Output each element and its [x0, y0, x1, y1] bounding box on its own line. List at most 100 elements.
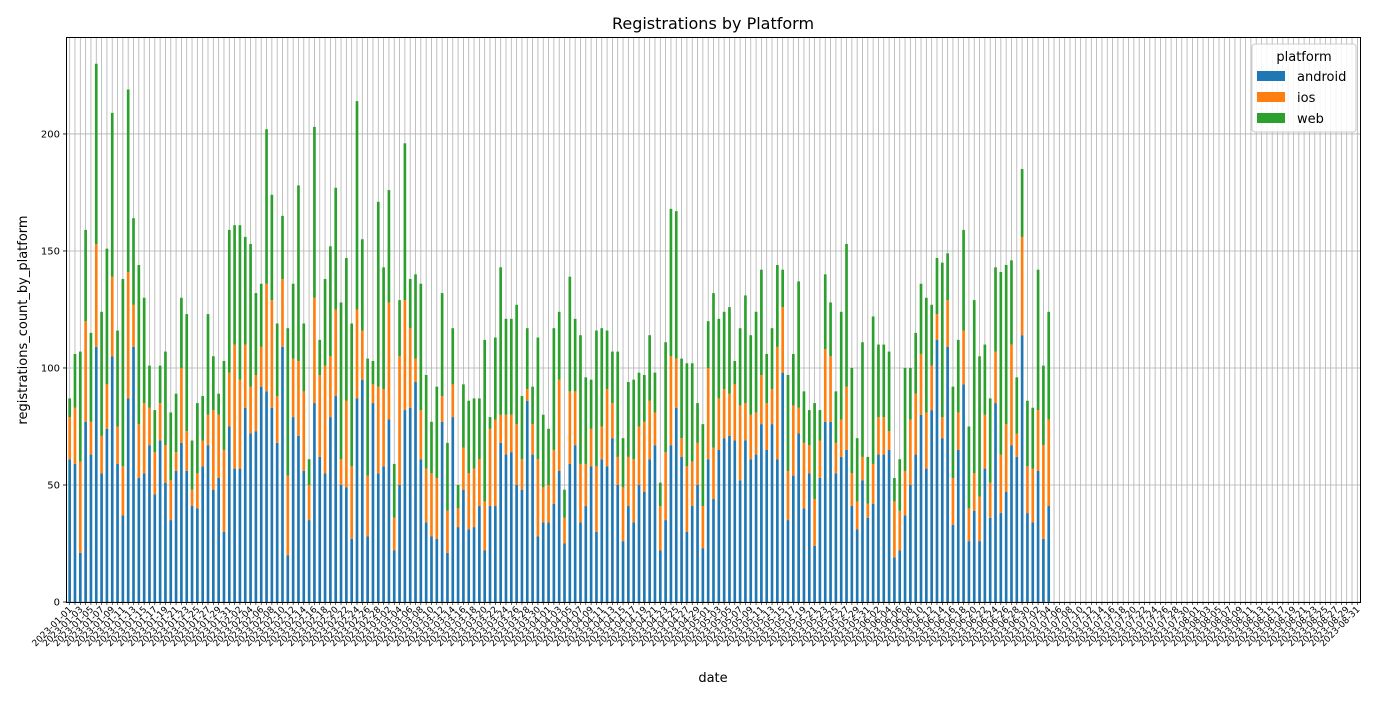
bar-ios: [744, 403, 747, 441]
bar-web: [89, 332, 93, 422]
bar-web: [291, 283, 295, 359]
bar-ios: [206, 414, 210, 446]
bar-web: [451, 328, 455, 385]
bar-ios: [446, 510, 449, 553]
bar-web: [387, 190, 391, 303]
bar-android: [408, 407, 412, 602]
bar-ios: [600, 426, 604, 460]
bar-android: [531, 454, 534, 602]
bar-android: [914, 454, 918, 602]
bar-ios: [307, 484, 311, 521]
bar-android: [935, 339, 939, 602]
bar-ios: [669, 356, 673, 446]
bar-web: [472, 398, 476, 469]
bar-android: [254, 431, 258, 602]
bar-android: [217, 477, 220, 602]
bar-web: [760, 269, 763, 375]
bar-android: [589, 466, 593, 602]
bar-ios: [967, 508, 971, 542]
bar-ios: [855, 501, 859, 530]
bar-web: [829, 302, 832, 357]
bar-android: [249, 433, 252, 602]
bar-android: [664, 520, 667, 602]
bar-web: [717, 318, 721, 399]
bar-web: [632, 379, 636, 460]
bar-web: [722, 311, 726, 390]
bar-android: [462, 489, 465, 602]
bar-ios: [919, 353, 923, 415]
bar-ios: [233, 344, 236, 469]
bar-web: [185, 314, 189, 432]
bar-web: [978, 356, 981, 497]
bar-android: [956, 449, 960, 602]
bar-android: [180, 442, 183, 602]
bar-ios: [158, 403, 162, 441]
bar-ios: [302, 391, 306, 471]
bar-ios: [818, 440, 822, 478]
bar-web: [893, 477, 896, 502]
bar-web: [94, 63, 98, 244]
bar-web: [339, 302, 343, 460]
bar-web: [196, 403, 199, 474]
bar-web: [435, 386, 439, 478]
bar-ios: [749, 414, 753, 460]
bar-ios: [94, 243, 98, 347]
bar-ios: [201, 440, 205, 467]
bar-web: [765, 353, 769, 404]
bar-android: [190, 506, 194, 602]
x-axis: 2023-01-012023-01-032023-01-052023-01-07…: [31, 602, 1362, 649]
bar-ios: [180, 367, 183, 443]
bar-web: [680, 358, 683, 439]
bar-ios: [467, 473, 471, 530]
bar-ios: [142, 403, 146, 474]
bar-web: [845, 243, 848, 387]
bar-web: [355, 101, 359, 310]
bar-android: [350, 538, 354, 602]
bar-ios: [861, 456, 864, 481]
bar-ios: [456, 508, 460, 528]
bar-android: [978, 541, 981, 602]
bar-ios: [1047, 419, 1051, 507]
bar-android: [515, 484, 518, 602]
bar-web: [1036, 269, 1040, 411]
bar-web: [169, 412, 173, 481]
bar-ios: [728, 393, 731, 436]
bar-ios: [557, 379, 561, 471]
bar-android: [611, 438, 614, 602]
bar-ios: [909, 419, 912, 485]
bar-ios: [313, 297, 316, 404]
bar-ios: [164, 445, 167, 483]
bar-web: [999, 272, 1003, 455]
bar-web: [861, 342, 864, 457]
bar-web: [706, 321, 710, 368]
bar-android: [839, 456, 843, 602]
bar-web: [642, 374, 646, 422]
bar-ios: [116, 426, 119, 464]
bar-web: [270, 194, 274, 301]
bar-android: [967, 541, 971, 602]
bar-ios: [791, 405, 795, 476]
bar-web: [589, 379, 593, 429]
bar-ios: [664, 452, 667, 521]
bar-android: [100, 473, 103, 602]
bar-web: [334, 187, 338, 310]
bar-ios: [845, 386, 848, 450]
bar-android: [382, 466, 385, 602]
bar-android: [307, 520, 311, 602]
bar-ios: [956, 412, 960, 450]
bar-web: [552, 328, 556, 450]
bar-android: [164, 482, 167, 602]
bar-ios: [653, 412, 657, 446]
bar-android: [951, 524, 955, 602]
bar-web: [430, 421, 433, 474]
bar-ios: [579, 463, 582, 523]
bar-web: [531, 386, 534, 425]
bar-web: [627, 382, 630, 457]
bar-web: [781, 269, 785, 308]
bar-ios: [839, 419, 843, 457]
bar-ios: [520, 459, 524, 490]
bar-android: [866, 517, 870, 602]
bar-web: [174, 393, 178, 453]
